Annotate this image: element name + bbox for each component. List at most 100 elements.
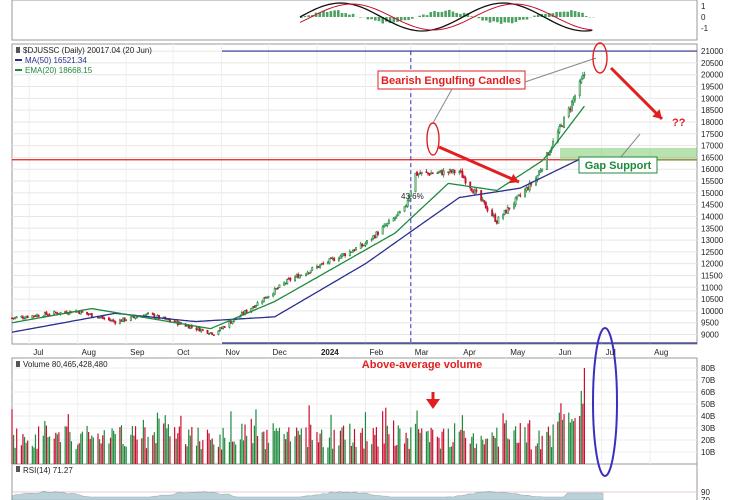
volume-bar	[156, 412, 159, 464]
volume-bar	[421, 428, 423, 464]
candle-body	[409, 190, 412, 197]
candle-body	[395, 214, 398, 218]
candle-body	[316, 265, 318, 269]
price-tick-label: 18500	[701, 106, 724, 115]
macd-histogram-bar	[510, 17, 514, 24]
candle-body	[98, 316, 101, 319]
volume-bar	[366, 441, 368, 464]
candle-body	[505, 209, 508, 214]
candle-body	[448, 169, 451, 173]
macd-histogram-bar	[377, 17, 381, 22]
volume-bar	[64, 426, 66, 464]
rsi-tick-label: 70	[701, 496, 710, 500]
candle-body	[81, 311, 84, 313]
candle-body	[383, 224, 386, 228]
volume-bar	[53, 438, 55, 464]
candle-body	[416, 171, 419, 176]
volume-bar	[184, 444, 187, 464]
candle-body	[273, 288, 276, 295]
price-tick-label: 13000	[701, 236, 724, 245]
volume-bar	[166, 428, 168, 464]
macd-histogram-bar	[581, 12, 584, 17]
volume-bar	[504, 423, 506, 464]
candle-body	[337, 258, 340, 261]
question-marks: ??	[672, 117, 686, 129]
candle-body	[294, 276, 297, 281]
macd-histogram-bar	[470, 16, 473, 17]
volume-bar	[147, 436, 149, 464]
volume-bar	[124, 446, 126, 464]
volume-bar	[16, 428, 18, 464]
price-tick-label: 14000	[701, 212, 724, 221]
volume-bar	[244, 424, 246, 464]
macd-tick-label: 1	[701, 2, 706, 11]
volume-bar	[125, 446, 127, 464]
candle-body	[320, 263, 323, 265]
candle-body	[458, 171, 461, 173]
macd-histogram-bar	[359, 17, 362, 18]
callout-line	[619, 133, 641, 159]
volume-tick-label: 30B	[701, 424, 715, 433]
candle-body	[14, 316, 17, 319]
candle-body	[34, 315, 37, 317]
volume-bar	[25, 442, 27, 464]
volume-bar	[519, 423, 521, 464]
candle-body	[405, 205, 408, 207]
ema20-line	[11, 105, 585, 330]
candle-body	[461, 170, 464, 178]
volume-bar	[14, 447, 16, 464]
volume-bar	[195, 445, 198, 464]
candle-body	[359, 243, 362, 249]
macd-panel	[11, 0, 698, 41]
volume-bar	[188, 429, 190, 464]
volume-bar	[228, 441, 230, 464]
rsi-tick-label: 90	[701, 488, 710, 497]
candle-body	[212, 334, 215, 336]
price-tick-label: 15500	[701, 177, 724, 186]
candle-body	[508, 207, 511, 210]
candle-body	[438, 171, 440, 173]
macd-histogram-bar	[329, 11, 333, 17]
macd-tick-label: 0	[701, 13, 706, 22]
candle-body	[256, 302, 259, 306]
candle-body	[211, 332, 214, 335]
candle-body	[398, 211, 401, 214]
volume-bar	[294, 436, 296, 464]
time-tick-label: May	[510, 348, 525, 357]
volume-bar	[464, 437, 467, 464]
time-tick-label: Nov	[226, 348, 240, 357]
macd-indicator	[299, 2, 595, 32]
candle-body	[131, 315, 134, 318]
candle-body	[453, 170, 456, 174]
volume-bar	[540, 449, 542, 464]
candle-body	[305, 273, 307, 276]
legend-ma50: MA(50) 16521.34	[25, 56, 87, 65]
volume-bar	[333, 429, 335, 464]
volume-bar	[514, 426, 517, 464]
candle-body	[108, 317, 110, 321]
candle-body	[439, 169, 442, 172]
candle-body	[480, 190, 483, 201]
volume-bar	[338, 445, 340, 464]
volume-bar	[321, 429, 323, 464]
volume-bar	[231, 441, 234, 464]
volume-bar	[525, 442, 528, 464]
macd-signal-line	[299, 3, 593, 31]
macd-histogram-bar	[392, 17, 396, 23]
candle-body	[220, 327, 223, 330]
price-tick-label: 9500	[701, 319, 719, 328]
volume-bar	[582, 403, 584, 464]
volume-bar	[308, 405, 310, 464]
candle-body	[464, 177, 467, 184]
candle-body	[503, 209, 506, 215]
macd-histogram-bar	[340, 13, 344, 17]
volume-bar	[111, 428, 113, 464]
candle-body	[583, 74, 586, 76]
volume-bar	[349, 423, 351, 464]
volume-bar	[230, 411, 232, 464]
candle-body	[355, 247, 358, 251]
candle-body	[136, 316, 139, 319]
macd-histogram-bar	[348, 14, 351, 17]
volume-bar	[272, 423, 274, 464]
